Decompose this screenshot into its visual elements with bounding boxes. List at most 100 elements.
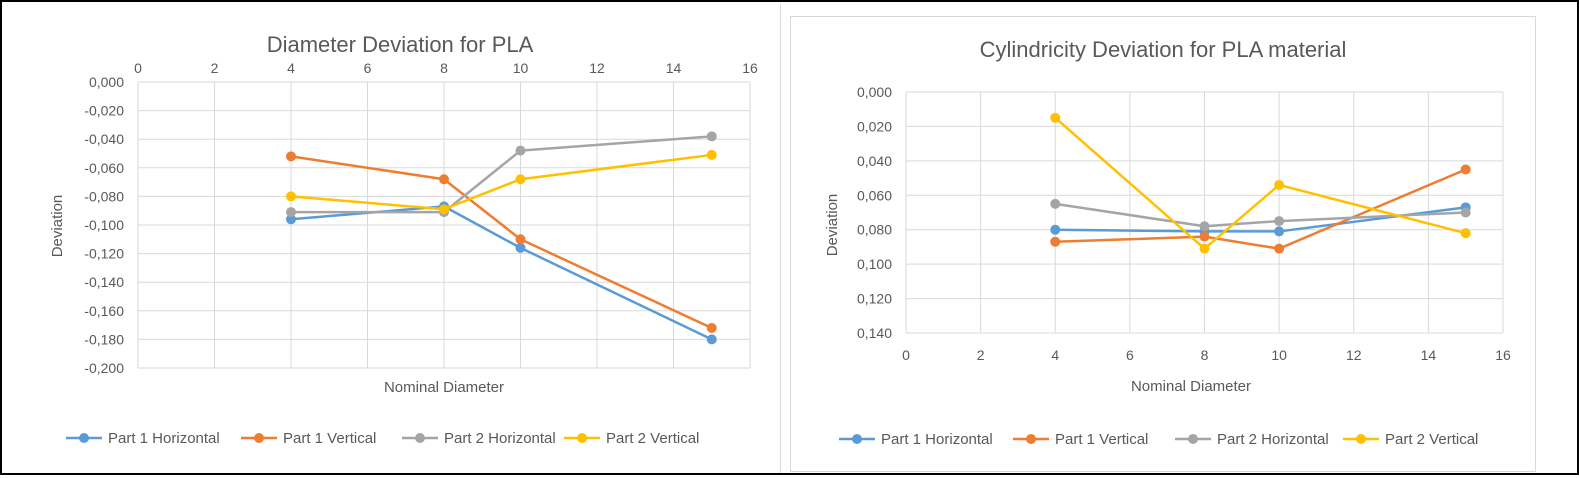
x-tick-label: 10 <box>1271 347 1287 363</box>
cylindricity-deviation-svg: Cylindricity Deviation for PLA material 0… <box>824 37 1511 448</box>
data-point <box>1274 243 1285 254</box>
legend-label: Part 2 Horizontal <box>1217 431 1329 448</box>
legend-marker <box>852 434 862 444</box>
data-point <box>1460 164 1471 175</box>
legend-marker <box>254 433 264 443</box>
legend-item-part-1-horizontal: Part 1 Horizontal <box>839 431 993 448</box>
series-line <box>1055 168 1467 250</box>
data-point <box>1274 179 1285 190</box>
gridlines <box>905 91 1504 334</box>
legend-item-part-1-vertical: Part 1 Vertical <box>241 430 376 447</box>
legend-marker <box>1188 434 1198 444</box>
cylindricity-deviation-chart: Cylindricity Deviation for PLA material 0… <box>790 16 1536 472</box>
series-line <box>291 135 712 214</box>
legend-item-part-1-horizontal: Part 1 Horizontal <box>66 430 220 447</box>
x-axis-title: Nominal Diameter <box>384 379 504 396</box>
y-axis-title: Deviation <box>824 194 841 257</box>
y-axis-title: Deviation <box>49 195 66 258</box>
data-point <box>1460 207 1471 218</box>
x-tick-label: 16 <box>742 60 758 76</box>
data-point <box>439 174 449 185</box>
y-tick-label: -0,120 <box>84 246 124 262</box>
x-tick-label: 2 <box>211 60 219 76</box>
y-tick-label: 0,080 <box>857 222 892 238</box>
y-tick-label: -0,200 <box>84 360 124 376</box>
y-tick-label: 0,000 <box>89 74 124 90</box>
chart-title: Cylindricity Deviation for PLA material <box>980 37 1347 62</box>
x-tick-label: 8 <box>440 60 448 76</box>
legend: Part 1 Horizontal Part 1 Vertical Part 2 H… <box>66 430 699 447</box>
x-tick-label: 4 <box>287 60 295 76</box>
data-point <box>1050 236 1061 247</box>
legend-item-part-2-vertical: Part 2 Vertical <box>564 430 699 447</box>
y-tick-label: 0,120 <box>857 291 892 307</box>
series-part-1-vertical <box>1050 164 1471 254</box>
gridlines <box>137 81 751 369</box>
data-point <box>286 207 296 218</box>
data-point <box>706 334 717 345</box>
x-tick-label: 2 <box>977 347 985 363</box>
legend-item-part-2-horizontal: Part 2 Horizontal <box>402 430 556 447</box>
data-point <box>706 322 717 333</box>
series-line <box>1055 206 1466 233</box>
data-point <box>1050 224 1061 235</box>
data-point <box>515 145 526 156</box>
legend-label: Part 1 Vertical <box>1055 431 1148 448</box>
series-part-2-vertical <box>286 149 717 215</box>
data-point <box>1199 231 1210 242</box>
x-tick-label: 4 <box>1051 347 1059 363</box>
data-point <box>515 234 526 245</box>
y-tick-label: -0,040 <box>84 131 124 147</box>
legend-marker <box>577 433 587 443</box>
diameter-deviation-chart: Diameter Deviation for PLA 0,000 -0,020 -0,… <box>4 4 781 473</box>
legend-item-part-2-vertical: Part 2 Vertical <box>1343 431 1478 448</box>
y-tick-label: -0,140 <box>84 274 124 290</box>
data-point <box>1199 243 1210 254</box>
y-tick-label: -0,180 <box>84 331 124 347</box>
y-tick-label: -0,020 <box>84 103 124 119</box>
x-tick-label: 6 <box>1126 347 1134 363</box>
legend-marker <box>415 433 425 443</box>
series-part-2-horizontal <box>286 131 717 218</box>
x-tick-label: 12 <box>1346 347 1362 363</box>
data-point <box>706 131 717 142</box>
data-point <box>286 151 296 162</box>
legend-item-part-2-horizontal: Part 2 Horizontal <box>1175 431 1329 448</box>
data-point <box>1274 216 1285 227</box>
y-tick-label: 0,060 <box>857 187 892 203</box>
legend-marker <box>1026 434 1036 444</box>
data-point <box>515 242 526 253</box>
x-tick-label: 10 <box>513 60 529 76</box>
data-point <box>286 191 296 202</box>
legend-item-part-1-vertical: Part 1 Vertical <box>1013 431 1148 448</box>
series-line <box>290 205 713 341</box>
chart-title: Diameter Deviation for PLA <box>267 32 534 57</box>
y-tick-label: 0,140 <box>857 325 892 341</box>
x-tick-label: 14 <box>1421 347 1437 363</box>
series-line <box>290 153 712 211</box>
legend-marker <box>79 433 89 443</box>
y-tick-label: 0,000 <box>857 84 892 100</box>
x-tick-label: 0 <box>902 347 910 363</box>
series-part-2-vertical <box>1050 112 1471 254</box>
data-point <box>515 174 526 185</box>
diameter-deviation-svg: Diameter Deviation for PLA 0,000 -0,020 -0,… <box>49 32 758 447</box>
data-point <box>1199 221 1210 232</box>
data-point <box>1274 226 1285 237</box>
data-point <box>286 214 296 225</box>
series-line <box>290 155 713 330</box>
series-part-1-vertical <box>286 151 717 333</box>
y-tick-label: -0,060 <box>84 160 124 176</box>
data-point <box>1460 228 1471 239</box>
x-tick-label: 12 <box>589 60 605 76</box>
data-point <box>1050 112 1061 123</box>
x-tick-label: 16 <box>1495 347 1511 363</box>
y-tick-label: -0,160 <box>84 303 124 319</box>
x-tick-label: 8 <box>1201 347 1209 363</box>
x-tick-label: 0 <box>134 60 142 76</box>
legend-label: Part 2 Vertical <box>1385 431 1478 448</box>
legend-label: Part 2 Horizontal <box>444 430 556 447</box>
series-part-2-horizontal <box>1050 198 1471 232</box>
legend-label: Part 1 Vertical <box>283 430 376 447</box>
